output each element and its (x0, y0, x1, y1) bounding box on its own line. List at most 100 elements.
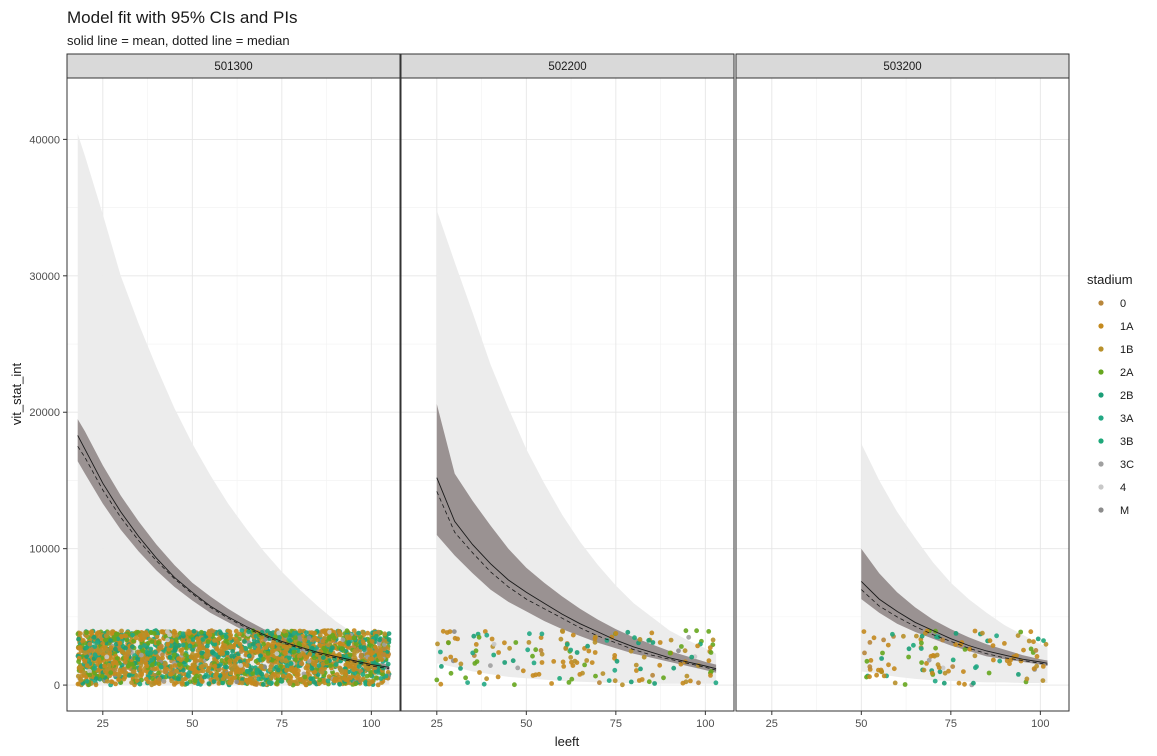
legend-key (1098, 461, 1104, 467)
data-point (264, 673, 269, 678)
data-point (357, 678, 363, 684)
data-point (341, 675, 347, 681)
data-point (684, 673, 690, 679)
data-point (204, 648, 210, 654)
data-point (707, 645, 713, 650)
data-point (289, 667, 295, 673)
data-point (1002, 641, 1007, 646)
data-point (320, 628, 326, 634)
data-point (650, 672, 655, 678)
data-point (337, 681, 343, 687)
data-point (149, 662, 155, 668)
data-point (472, 661, 478, 666)
legend-label: 0 (1120, 298, 1126, 310)
data-point (252, 681, 257, 687)
data-point (259, 671, 265, 677)
data-point (205, 631, 211, 636)
data-point (283, 632, 289, 638)
legend-key (1098, 323, 1104, 329)
data-point (668, 637, 674, 643)
data-point (572, 658, 578, 664)
data-point (1031, 639, 1036, 645)
data-point (638, 666, 643, 672)
data-point (1026, 638, 1032, 644)
data-point (606, 678, 612, 683)
data-point (130, 669, 136, 675)
data-point (227, 629, 233, 635)
data-point (180, 642, 186, 648)
data-point (167, 654, 173, 660)
data-point (302, 637, 308, 643)
data-point (122, 659, 128, 665)
data-point (950, 657, 956, 663)
data-point (238, 649, 244, 654)
data-point (149, 657, 155, 663)
data-point (169, 638, 174, 644)
data-point (881, 637, 886, 643)
data-point (360, 639, 366, 645)
data-point (973, 665, 978, 671)
data-point (147, 670, 153, 675)
data-point (258, 653, 263, 659)
data-point (276, 642, 281, 647)
data-point (972, 653, 978, 659)
data-point (330, 632, 336, 638)
data-point (267, 631, 273, 636)
data-point (1015, 633, 1021, 638)
data-point (510, 658, 516, 664)
data-point (371, 660, 377, 665)
data-point (198, 657, 203, 663)
data-point (202, 674, 207, 680)
data-point (108, 645, 114, 651)
data-point (374, 633, 379, 639)
data-point (891, 666, 897, 672)
data-point (481, 681, 487, 687)
data-point (270, 648, 275, 654)
data-point (98, 648, 103, 654)
data-point (234, 656, 240, 662)
x-tick-label: 25 (97, 718, 109, 730)
data-point (558, 636, 564, 642)
data-point (145, 650, 151, 656)
data-point (223, 634, 229, 640)
confidence-interval-band (436, 404, 717, 673)
data-point (862, 650, 867, 656)
data-point (385, 653, 391, 659)
data-point (512, 682, 517, 688)
data-point (625, 629, 631, 635)
data-point (477, 670, 482, 675)
data-point (123, 655, 128, 661)
data-point (151, 631, 157, 636)
data-point (892, 680, 898, 686)
data-point (309, 645, 315, 651)
data-point (173, 637, 179, 643)
facet-strip (400, 53, 735, 79)
data-point (444, 630, 450, 635)
data-point (1028, 629, 1034, 635)
data-point (84, 630, 89, 636)
data-point (941, 680, 947, 686)
data-point (245, 669, 250, 674)
data-point (564, 642, 570, 647)
data-point (91, 656, 97, 661)
data-point (194, 673, 200, 679)
data-point (369, 639, 375, 644)
data-point (484, 676, 489, 682)
data-point (319, 669, 325, 675)
data-point (114, 656, 120, 661)
data-point (199, 650, 205, 656)
data-point (156, 670, 161, 676)
data-point (212, 638, 218, 643)
data-point (279, 658, 285, 663)
data-point (263, 645, 269, 651)
data-point (119, 634, 125, 639)
legend-key (1098, 392, 1104, 398)
data-point (139, 657, 145, 662)
data-point (867, 664, 873, 670)
data-point (589, 660, 595, 665)
data-point (116, 677, 122, 682)
data-point (695, 643, 700, 649)
data-point (440, 628, 446, 634)
data-point (139, 672, 145, 677)
